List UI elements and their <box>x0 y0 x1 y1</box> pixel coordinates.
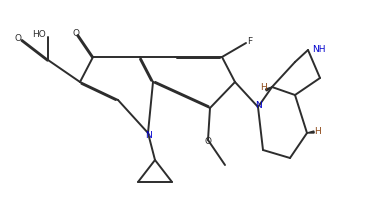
Polygon shape <box>307 131 314 133</box>
Text: H: H <box>260 83 267 92</box>
Text: N: N <box>145 130 152 139</box>
Text: O: O <box>205 137 212 146</box>
Text: O: O <box>15 34 21 43</box>
Text: F: F <box>248 37 252 47</box>
Text: H: H <box>314 127 321 136</box>
Polygon shape <box>266 87 272 91</box>
Text: NH: NH <box>313 44 326 54</box>
Text: N: N <box>255 102 263 110</box>
Text: O: O <box>73 29 80 39</box>
Text: HO: HO <box>32 30 46 39</box>
